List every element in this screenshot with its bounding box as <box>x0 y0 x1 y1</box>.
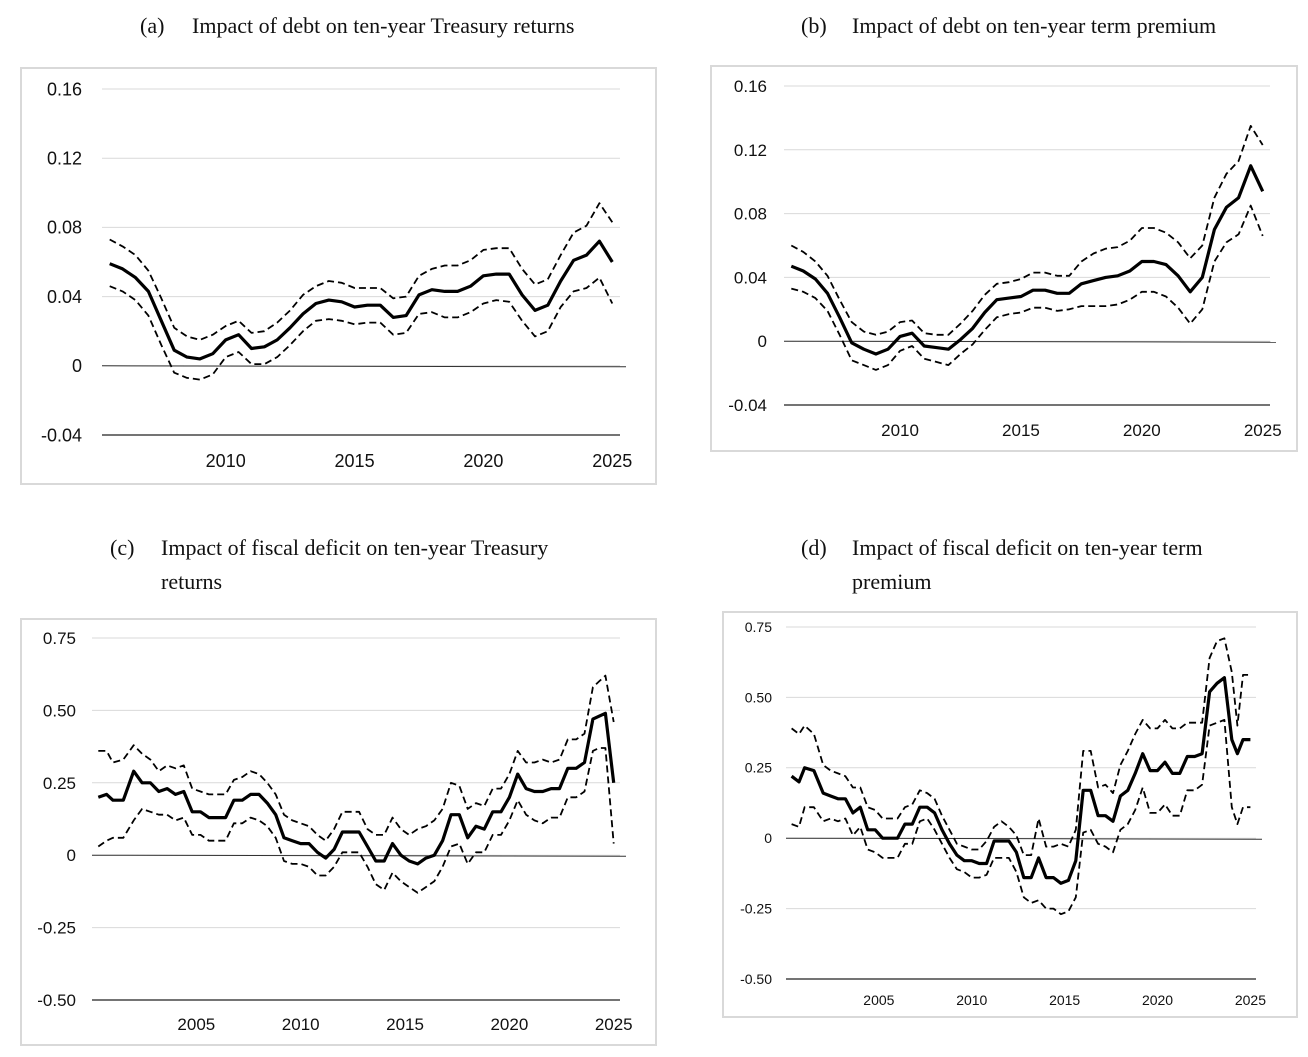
panel-a-chart: -0.04 0 0.04 0.08 0.12 0.16 2010 2015 2020 2025 <box>41 79 632 471</box>
y-tick-label: 0.25 <box>43 774 76 793</box>
y-tick-label: 0.75 <box>43 629 76 648</box>
y-tick-label: 0.50 <box>745 689 772 705</box>
upper-band-line <box>790 125 1264 336</box>
x-tick-label: 2010 <box>956 992 987 1008</box>
lower-band-line <box>791 204 1264 371</box>
y-tick-label: 0.04 <box>47 287 82 307</box>
panel-c-title-line-2: returns <box>161 569 223 594</box>
panel-c-title: (c) Impact of fiscal deficit on ten-year… <box>110 531 630 601</box>
x-tick-label: 2015 <box>1002 421 1040 440</box>
panel-d-title-line-1: Impact of fiscal deficit on ten-year ter… <box>852 535 1203 560</box>
x-tick-label: 2005 <box>177 1015 215 1034</box>
x-tick-label: 2010 <box>881 421 919 440</box>
panel-d-chart-frame: -0.50 -0.25 0 0.25 0.50 0.75 2005 2010 2015 2020 2… <box>722 611 1298 1018</box>
y-tick-label: 0.04 <box>734 268 767 287</box>
y-tick-label: 0 <box>72 356 82 376</box>
y-tick-label: 0.16 <box>47 79 82 99</box>
y-tick-label: 0.12 <box>47 149 82 169</box>
x-tick-label: 2015 <box>1049 992 1080 1008</box>
panel-a-title: (a) Impact of debt on ten-year Treasury … <box>140 9 660 45</box>
panel-d-title: (d) Impact of fiscal deficit on ten-year… <box>801 531 1301 601</box>
x-tick-label: 2025 <box>1235 992 1266 1008</box>
panel-a-label: (a) <box>140 13 165 38</box>
estimate-line <box>790 676 1251 885</box>
x-tick-label: 2005 <box>863 992 894 1008</box>
lower-band-line <box>109 276 614 381</box>
lower-band-line <box>97 747 615 894</box>
panel-d-chart: -0.50 -0.25 0 0.25 0.50 0.75 2005 2010 2015 2020 2… <box>740 619 1266 1008</box>
y-tick-label: -0.50 <box>740 971 772 987</box>
zero-line <box>91 854 627 857</box>
panel-d-title-line-2: premium <box>852 569 932 594</box>
y-tick-label: -0.50 <box>37 991 76 1010</box>
x-tick-label: 2020 <box>490 1015 528 1034</box>
zero-line <box>101 365 627 368</box>
panel-b-chart: -0.04 0 0.04 0.08 0.12 0.16 2010 2015 2020 2025 <box>728 77 1282 440</box>
y-tick-label: 0.50 <box>43 701 76 720</box>
zero-line <box>783 340 1277 343</box>
panel-c-chart: -0.50 -0.25 0 0.25 0.50 0.75 2005 2010 2015 2020 2… <box>37 629 633 1034</box>
panel-d-label: (d) <box>801 535 827 560</box>
x-tick-label: 2010 <box>282 1015 320 1034</box>
x-tick-label: 2015 <box>335 451 375 471</box>
panel-b-title: (b) Impact of debt on ten-year term prem… <box>801 9 1301 45</box>
x-tick-label: 2025 <box>1244 421 1282 440</box>
lower-band-line <box>791 719 1251 916</box>
panel-c-label: (c) <box>110 535 135 560</box>
x-tick-label: 2020 <box>463 451 503 471</box>
panel-b-title-line-1: Impact of debt on ten-year term premium <box>852 13 1217 38</box>
estimate-line <box>109 239 614 361</box>
panel-c-title-line-1: Impact of fiscal deficit on ten-year Tre… <box>161 535 549 560</box>
upper-band-line <box>109 202 614 341</box>
y-tick-label: 0.75 <box>745 619 772 635</box>
upper-band-line <box>791 637 1251 857</box>
y-tick-label: 0 <box>764 830 772 846</box>
panel-a-chart-frame: -0.04 0 0.04 0.08 0.12 0.16 2010 2015 2020 2025 <box>20 67 657 485</box>
panel-b-chart-frame: -0.04 0 0.04 0.08 0.12 0.16 2010 2015 2020 2025 <box>710 65 1298 452</box>
x-tick-label: 2025 <box>592 451 632 471</box>
y-tick-label: -0.25 <box>37 919 76 938</box>
y-tick-label: 0.08 <box>47 218 82 238</box>
upper-band-line <box>98 674 615 842</box>
y-tick-label: 0.16 <box>734 77 767 96</box>
y-tick-label: 0 <box>758 332 767 351</box>
panel-a-title-line-1: Impact of debt on ten-year Treasury retu… <box>192 13 575 38</box>
estimate-line <box>97 711 616 866</box>
x-tick-label: 2025 <box>595 1015 633 1034</box>
panel-b-label: (b) <box>801 13 827 38</box>
x-tick-label: 2020 <box>1142 992 1173 1008</box>
y-tick-label: -0.04 <box>41 425 82 445</box>
x-tick-label: 2015 <box>386 1015 424 1034</box>
y-tick-label: 0 <box>67 846 76 865</box>
y-tick-label: -0.04 <box>728 396 767 415</box>
y-tick-label: -0.25 <box>740 901 772 917</box>
estimate-line <box>790 164 1265 356</box>
y-tick-label: 0.12 <box>734 141 767 160</box>
zero-line <box>785 837 1263 840</box>
y-tick-label: 0.08 <box>734 205 767 224</box>
panel-c-chart-frame: -0.50 -0.25 0 0.25 0.50 0.75 2005 2010 2015 2020 2… <box>20 618 657 1046</box>
x-tick-label: 2020 <box>1123 421 1161 440</box>
y-tick-label: 0.25 <box>745 760 772 776</box>
x-tick-label: 2010 <box>206 451 246 471</box>
